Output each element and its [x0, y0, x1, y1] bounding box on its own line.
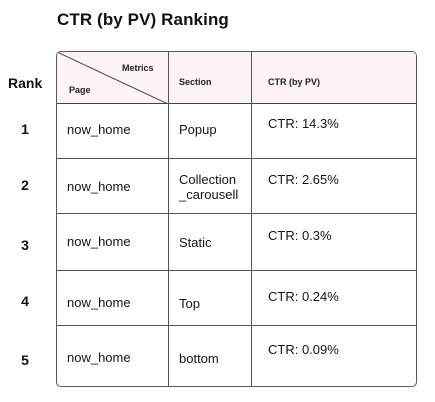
page-header: Page: [69, 85, 91, 95]
ctr-cell: CTR: 0.09%: [268, 342, 339, 357]
rank-number: 3: [21, 237, 29, 253]
section-header: Section: [179, 77, 212, 87]
ctr-cell: CTR: 2.65%: [268, 172, 339, 187]
row-divider: [57, 325, 416, 326]
page-cell: now_home: [67, 179, 131, 194]
page-cell: now_home: [67, 234, 131, 249]
header-diagonal-divider: [57, 52, 168, 104]
page-cell: now_home: [67, 295, 131, 310]
section-cell: Popup: [179, 122, 217, 137]
ctr-cell: CTR: 0.3%: [268, 228, 332, 243]
rank-number: 4: [21, 293, 29, 309]
page-title: CTR (by PV) Ranking: [57, 10, 229, 29]
section-cell: Collection _carousell: [179, 172, 239, 202]
ctr-cell: CTR: 14.3%: [268, 116, 339, 131]
section-cell: Top: [179, 296, 200, 311]
rank-number: 1: [21, 121, 29, 137]
column-divider: [168, 52, 169, 386]
column-divider: [251, 52, 252, 386]
section-cell: bottom: [179, 351, 219, 366]
ctr-ranking-table: Metrics Page Section CTR (by PV) now_hom…: [56, 51, 417, 387]
page-cell: now_home: [67, 122, 131, 137]
page-cell: now_home: [67, 350, 131, 365]
row-divider: [57, 270, 416, 271]
ctr-cell: CTR: 0.24%: [268, 289, 339, 304]
rank-number: 2: [21, 177, 29, 193]
ctr-header: CTR (by PV): [268, 77, 321, 87]
metrics-header: Metrics: [122, 63, 154, 73]
section-cell: Static: [179, 235, 212, 250]
rank-column-header: Rank: [8, 75, 43, 91]
rank-number: 5: [21, 352, 29, 368]
table-header-row: Metrics Page Section CTR (by PV): [57, 52, 416, 104]
row-divider: [57, 213, 416, 214]
row-divider: [57, 158, 416, 159]
